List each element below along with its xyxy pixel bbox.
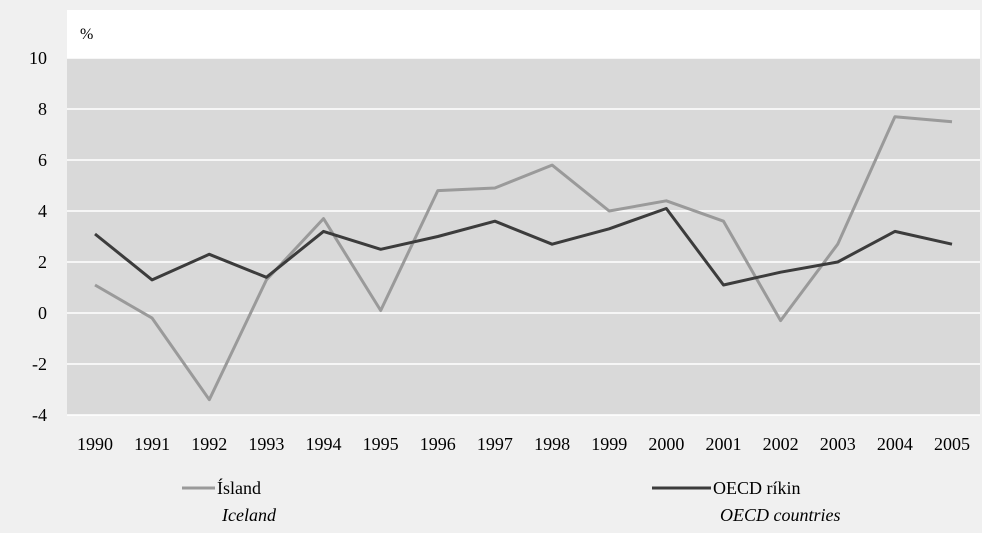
x-tick-label: 1995	[363, 434, 399, 454]
y-tick-label: -2	[32, 354, 47, 374]
series-line-1	[94, 207, 953, 287]
grid-lines	[67, 57, 980, 416]
y-tick-label: 6	[38, 150, 47, 170]
x-tick-label: 1990	[77, 434, 113, 454]
y-tick-label: 0	[38, 303, 47, 323]
x-tick-label: 2005	[934, 434, 970, 454]
legend-sublabel-0: Iceland	[221, 505, 277, 525]
plot-area	[67, 58, 980, 415]
x-tick-label: 1998	[534, 434, 570, 454]
y-tick-label: 4	[38, 201, 47, 221]
series-line-0	[94, 115, 953, 402]
x-tick-label: 1999	[591, 434, 627, 454]
legend-label-1: OECD ríkin	[713, 478, 801, 498]
y-tick-label: 2	[38, 252, 47, 272]
y-tick-label: 8	[38, 99, 47, 119]
legend: Ísland Iceland OECD ríkin OECD countries	[182, 477, 841, 525]
legend-sublabel-1: OECD countries	[720, 505, 841, 525]
x-tick-label: 2003	[820, 434, 856, 454]
x-tick-label: 2000	[648, 434, 684, 454]
x-tick-label: 1993	[248, 434, 284, 454]
y-axis-unit-label: %	[80, 26, 93, 43]
y-tick-label: 10	[29, 48, 47, 68]
legend-label-0: Ísland	[217, 477, 261, 498]
x-tick-label: 1992	[191, 434, 227, 454]
x-tick-label: 1997	[477, 434, 513, 454]
x-tick-labels: 1990 1991 1992 1993 1994 1995 1996 1997 1998 1999…	[77, 434, 970, 454]
series-lines	[94, 115, 953, 402]
x-tick-label: 1994	[306, 434, 342, 454]
x-tick-label: 2001	[705, 434, 741, 454]
y-tick-label: -4	[32, 405, 47, 425]
x-tick-label: 2002	[763, 434, 799, 454]
x-tick-label: 2004	[877, 434, 913, 454]
x-tick-label: 1991	[134, 434, 170, 454]
y-tick-labels: 10 8 6 4 2 0 -2 -4	[29, 48, 47, 425]
x-tick-label: 1996	[420, 434, 456, 454]
